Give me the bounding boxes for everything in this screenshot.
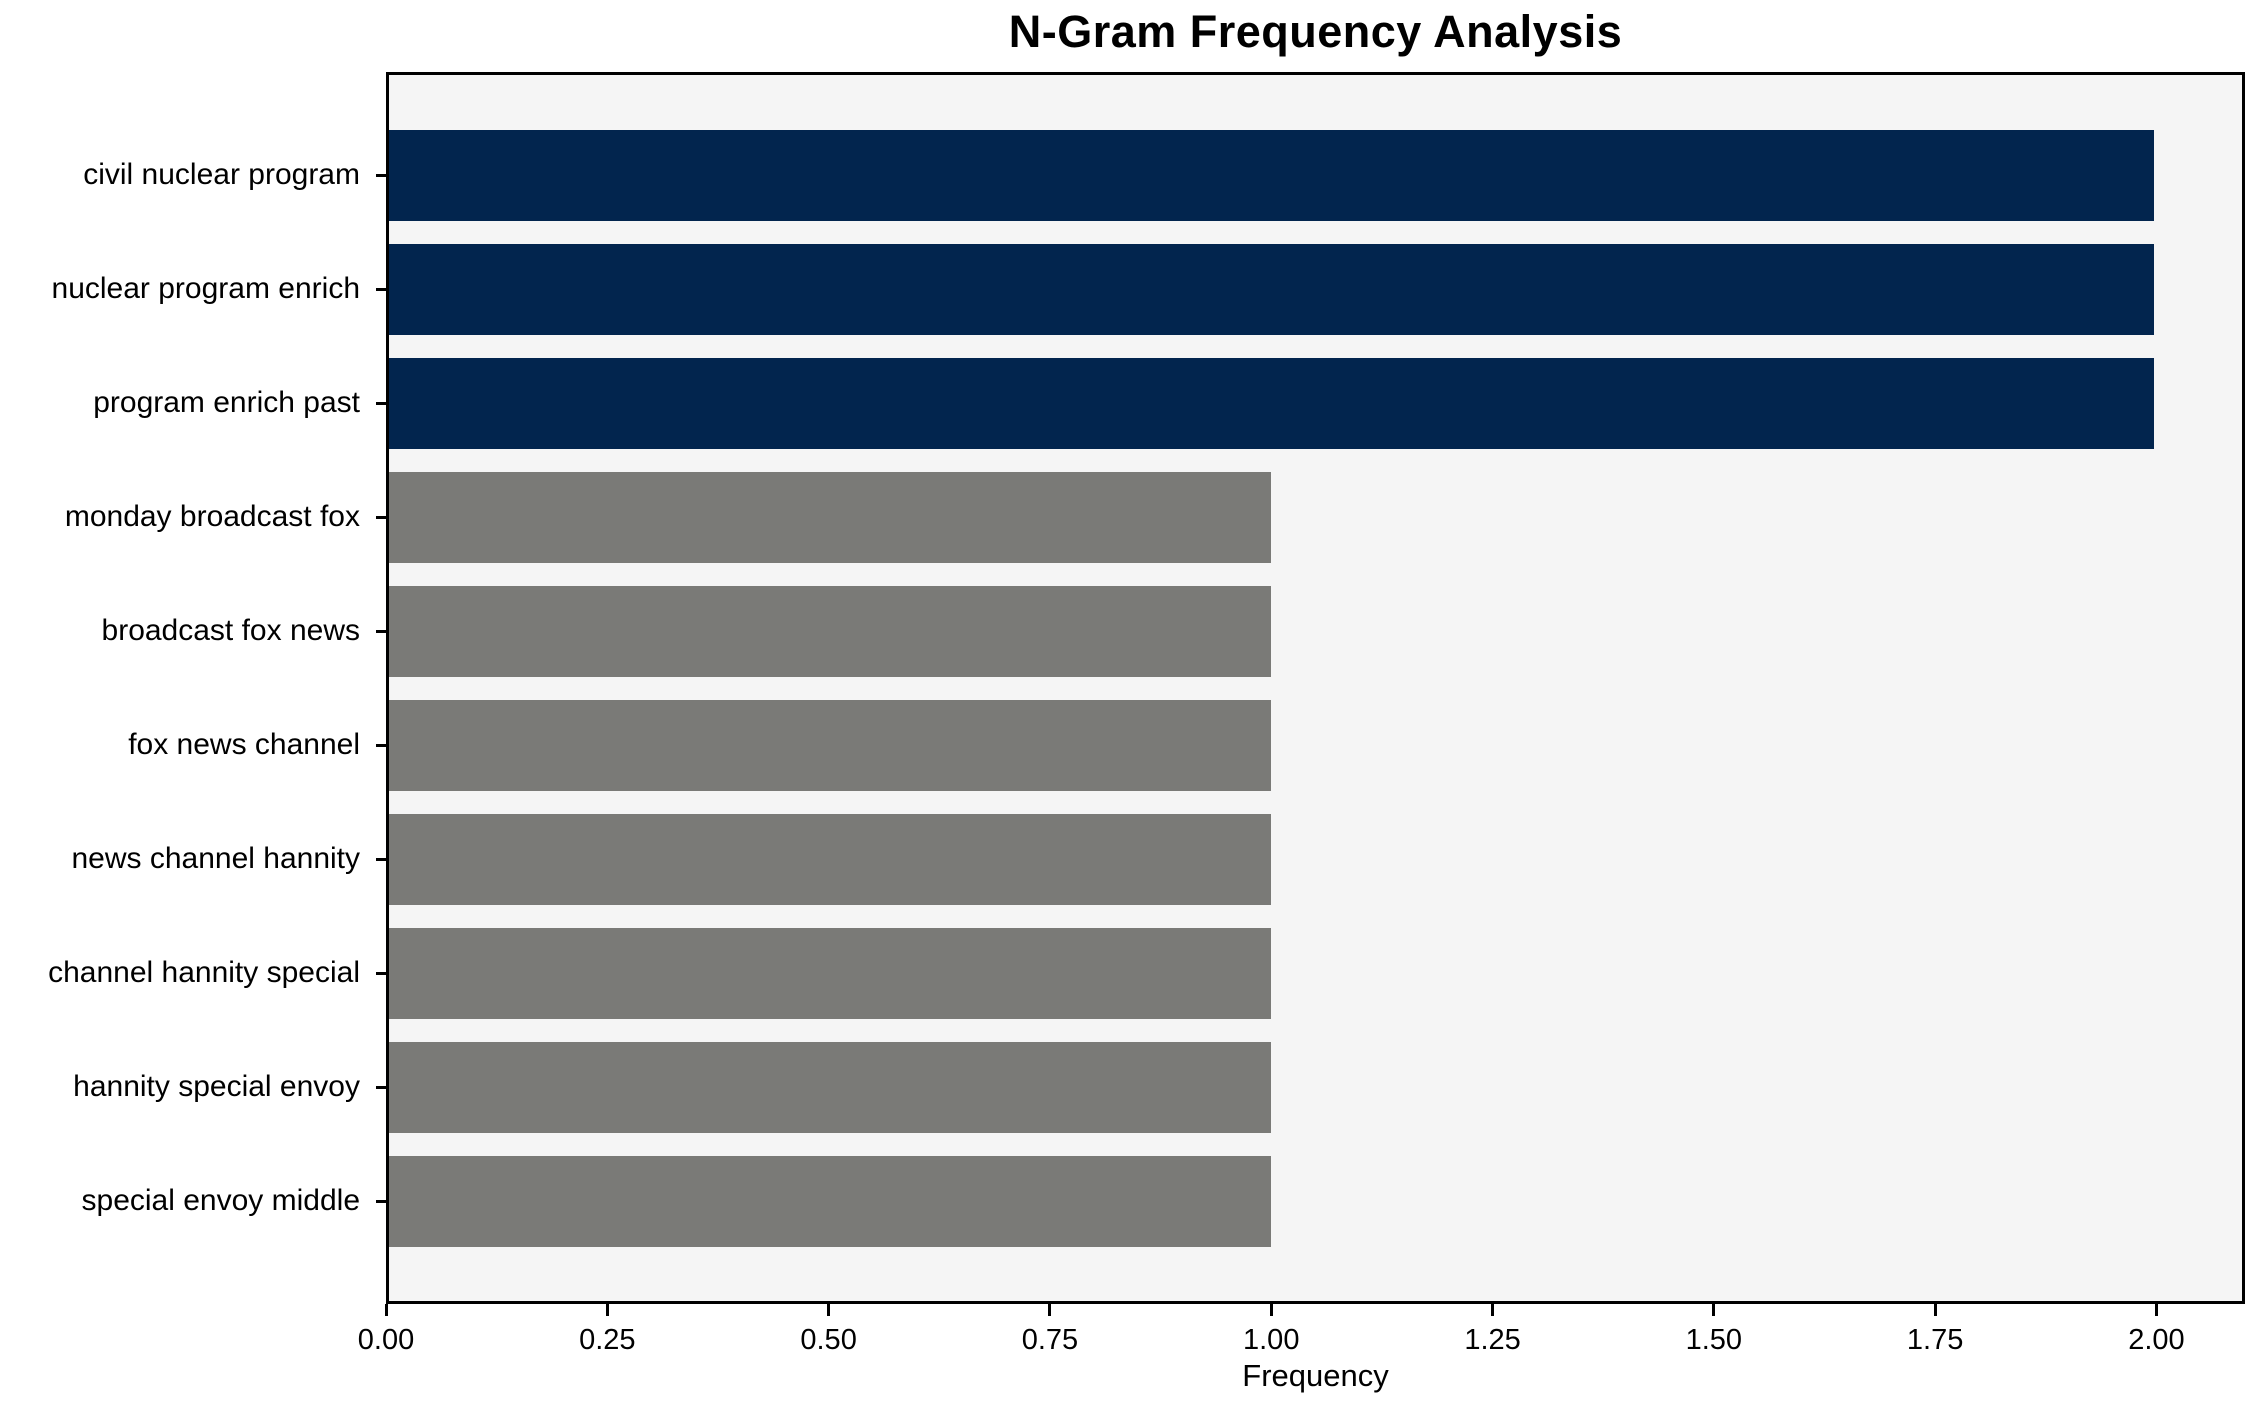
x-tick-label: 0.50 <box>800 1324 857 1356</box>
bar <box>389 927 1272 1019</box>
x-tick-label: 0.75 <box>1021 1324 1079 1356</box>
y-tick-label: civil nuclear program <box>83 158 360 191</box>
bar <box>389 243 2154 335</box>
y-tick-label: hannity special envoy <box>73 1070 360 1103</box>
y-tick-mark <box>376 1199 386 1203</box>
y-tick-mark <box>376 857 386 861</box>
y-tick-mark <box>376 173 386 177</box>
y-tick-label: nuclear program enrich <box>51 272 360 305</box>
bar <box>389 1155 1272 1247</box>
y-tick-mark <box>376 401 386 405</box>
y-tick-label: broadcast fox news <box>101 614 360 647</box>
x-tick-mark <box>2154 1304 2158 1316</box>
x-axis: 0.00 0.25 0.50 0.75 1.00 1.25 1.50 1.75 2.00 <box>358 1304 2245 1414</box>
y-tick-mark <box>376 1085 386 1089</box>
y-tick-label: news channel hannity <box>71 842 360 875</box>
x-tick-mark <box>827 1304 831 1316</box>
x-tick-label: 2.00 <box>2128 1324 2185 1356</box>
y-tick-mark <box>376 743 386 747</box>
x-tick-label: 1.50 <box>1685 1324 1743 1356</box>
y-axis: civil nuclear program nuclear program enr… <box>0 0 386 1414</box>
x-tick-mark <box>605 1304 609 1316</box>
y-tick-label: channel hannity special <box>48 956 360 989</box>
x-tick-label: 0.25 <box>579 1324 636 1356</box>
y-tick-label: program enrich past <box>93 386 360 419</box>
x-tick-mark <box>1712 1304 1716 1316</box>
bar <box>389 813 1272 905</box>
y-tick-label: special envoy middle <box>81 1184 360 1217</box>
x-tick-mark <box>1269 1304 1273 1316</box>
bar <box>389 471 1272 563</box>
bar <box>389 585 1272 677</box>
x-tick-mark <box>1491 1304 1495 1316</box>
bar <box>389 699 1272 791</box>
y-tick-label: fox news channel <box>128 728 360 761</box>
x-tick-label: 1.00 <box>1243 1324 1300 1356</box>
x-tick-mark <box>384 1304 388 1316</box>
x-tick-label: 1.25 <box>1464 1324 1521 1356</box>
x-tick-label: 0.00 <box>357 1324 415 1356</box>
chart-title: N-Gram Frequency Analysis <box>1008 6 1623 57</box>
y-tick-mark <box>376 971 386 975</box>
x-axis-label: Frequency <box>1242 1358 1389 1393</box>
bar <box>389 129 2154 221</box>
y-tick-mark <box>376 515 386 519</box>
y-tick-label: monday broadcast fox <box>64 500 360 533</box>
bar <box>389 1041 1272 1133</box>
x-tick-mark <box>1048 1304 1052 1316</box>
plot-area <box>386 72 2245 1304</box>
y-tick-mark <box>376 629 386 633</box>
x-tick-mark <box>1933 1304 1937 1316</box>
bar <box>389 357 2154 449</box>
x-tick-label: 1.75 <box>1906 1324 1964 1356</box>
y-tick-mark <box>376 287 386 291</box>
